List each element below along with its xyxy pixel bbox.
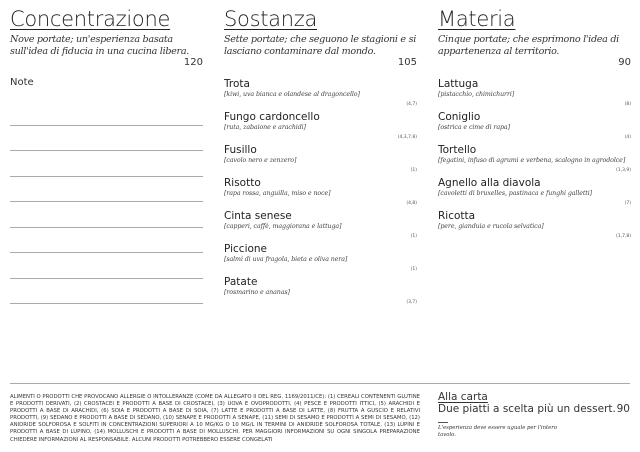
- carta-title: Alla carta: [438, 391, 488, 403]
- dish-list: Lattuga [pistacchio, chimichurri] (8) Conig…: [438, 78, 631, 239]
- section-title: Sostanza: [224, 7, 318, 31]
- notes-lines: [10, 100, 203, 304]
- dish-allergens: (3,7): [406, 300, 417, 305]
- section-price: 105: [397, 57, 417, 68]
- allergen-notice: ALIMENTI O PRODOTTI CHE PROVOCANO ALLERG…: [10, 394, 420, 443]
- dish-description: [rapa rossa, anguilla, miso e noce]: [224, 190, 331, 197]
- dish-allergens: (1,7,8): [616, 234, 631, 239]
- dish-item: Fungo cardoncello [ruta, zabaione e arach…: [224, 111, 417, 140]
- dish-name: Cinta senese: [224, 210, 292, 222]
- footer-divider: [10, 383, 630, 384]
- dish-description: [ruta, zabaione e arachidi]: [224, 124, 306, 131]
- dish-description: [salmì di uva fragola, bieta e oliva ner…: [224, 256, 348, 263]
- dish-name: Trota: [224, 78, 250, 90]
- dish-name: Patate: [224, 276, 258, 288]
- dish-name: Coniglio: [438, 111, 481, 123]
- dish-description: [kiwi, uva bianca e olandese al dragonce…: [224, 91, 360, 98]
- section-subtitle: Cinque portate; che esprimono l'idea di …: [438, 34, 619, 57]
- note-line: [10, 228, 203, 253]
- menu-concentrazione: Concentrazione Nove portate; un'esperien…: [10, 6, 203, 304]
- dish-description: [rosmarino e ananas]: [224, 289, 290, 296]
- dish-name: Piccione: [224, 243, 268, 255]
- section-title: Materia: [438, 7, 516, 31]
- note-line: [10, 100, 203, 126]
- carta-note: L'esperienza deve essere uguale per l'in…: [438, 425, 558, 438]
- note-line: [10, 126, 203, 151]
- dish-allergens: (4,8): [406, 201, 417, 206]
- note-line: [10, 279, 203, 304]
- section-subtitle: Nove portate; un'esperienza basata sull'…: [10, 34, 190, 57]
- dish-description: [cavoletti di bruxelles, pastinaca e fun…: [438, 190, 593, 197]
- carta-price: 90: [616, 403, 630, 415]
- section-price: 120: [183, 57, 203, 68]
- carta-row: Due piatti a scelta più un dessert. 90: [438, 403, 630, 416]
- dish-item: Trota [kiwi, uva bianca e olandese al dra…: [224, 78, 417, 107]
- dish-description: [pere, gianduia e rucola selvatica]: [438, 223, 544, 230]
- dish-allergens: (4,3,7,8): [397, 135, 417, 140]
- dish-allergens: (1): [410, 234, 417, 239]
- dish-description: [fegatini, infuso di agrumi e verbena, s…: [438, 157, 626, 164]
- dish-allergens: (4,7): [406, 102, 417, 107]
- dish-item: Ricotta [pere, gianduia e rucola selvatic…: [438, 210, 631, 239]
- dish-name: Lattuga: [438, 78, 479, 90]
- note-line: [10, 177, 203, 202]
- notes-label: Note: [10, 77, 34, 88]
- note-line: [10, 253, 203, 279]
- dish-name: Ricotta: [438, 210, 476, 222]
- alla-carta: Alla carta Due piatti a scelta più un de…: [438, 391, 630, 438]
- dish-description: [capperi, caffè, maggiorana e lattuga]: [224, 223, 342, 230]
- dish-allergens: (8): [624, 102, 631, 107]
- dish-name: Fusillo: [224, 144, 257, 156]
- dish-list: Trota [kiwi, uva bianca e olandese al dra…: [224, 78, 417, 305]
- carta-note-wrap: L'esperienza deve essere uguale per l'in…: [438, 422, 557, 438]
- menu-sostanza: Sostanza Sette portate; che seguono le s…: [224, 6, 417, 305]
- note-line: [10, 151, 203, 177]
- section-subtitle: Sette portate; che seguono le stagioni e…: [224, 34, 416, 57]
- dish-name: Risotto: [224, 177, 261, 189]
- dish-name: Tortello: [438, 144, 477, 156]
- dish-allergens: (1,3,9): [616, 168, 631, 173]
- dish-allergens: (1): [410, 168, 417, 173]
- section-price: 90: [618, 57, 631, 68]
- dish-name: Fungo cardoncello: [224, 111, 320, 123]
- dish-item: Fusillo [cavolo nero e zenzero] (1): [224, 144, 417, 173]
- dish-description: [pistacchio, chimichurri]: [438, 91, 515, 98]
- dish-description: [cavolo nero e zenzero]: [224, 157, 297, 164]
- dish-allergens: (7): [624, 201, 631, 206]
- section-title: Concentrazione: [10, 7, 171, 31]
- dish-item: Tortello [fegatini, infuso di agrumi e ve…: [438, 144, 631, 173]
- dish-allergens: (4): [624, 135, 631, 140]
- dish-item: Piccione [salmì di uva fragola, bieta e o…: [224, 243, 417, 272]
- dish-item: Patate [rosmarino e ananas] (3,7): [224, 276, 417, 305]
- dish-item: Coniglio [ostrica e cime di rapa] (4): [438, 111, 631, 140]
- menu-materia: Materia Cinque portate; che esprimono l'…: [438, 6, 631, 239]
- note-line: [10, 202, 203, 228]
- dish-item: Risotto [rapa rossa, anguilla, miso e noc…: [224, 177, 417, 206]
- dish-item: Cinta senese [capperi, caffè, maggiorana …: [224, 210, 417, 239]
- dish-item: Agnello alla diavola [cavoletti di bruxel…: [438, 177, 631, 206]
- dish-name: Agnello alla diavola: [438, 177, 541, 189]
- carta-desc: Due piatti a scelta più un dessert.: [438, 403, 616, 415]
- dish-item: Lattuga [pistacchio, chimichurri] (8): [438, 78, 631, 107]
- dish-allergens: (1): [410, 267, 417, 272]
- dish-description: [ostrica e cime di rapa]: [438, 124, 510, 131]
